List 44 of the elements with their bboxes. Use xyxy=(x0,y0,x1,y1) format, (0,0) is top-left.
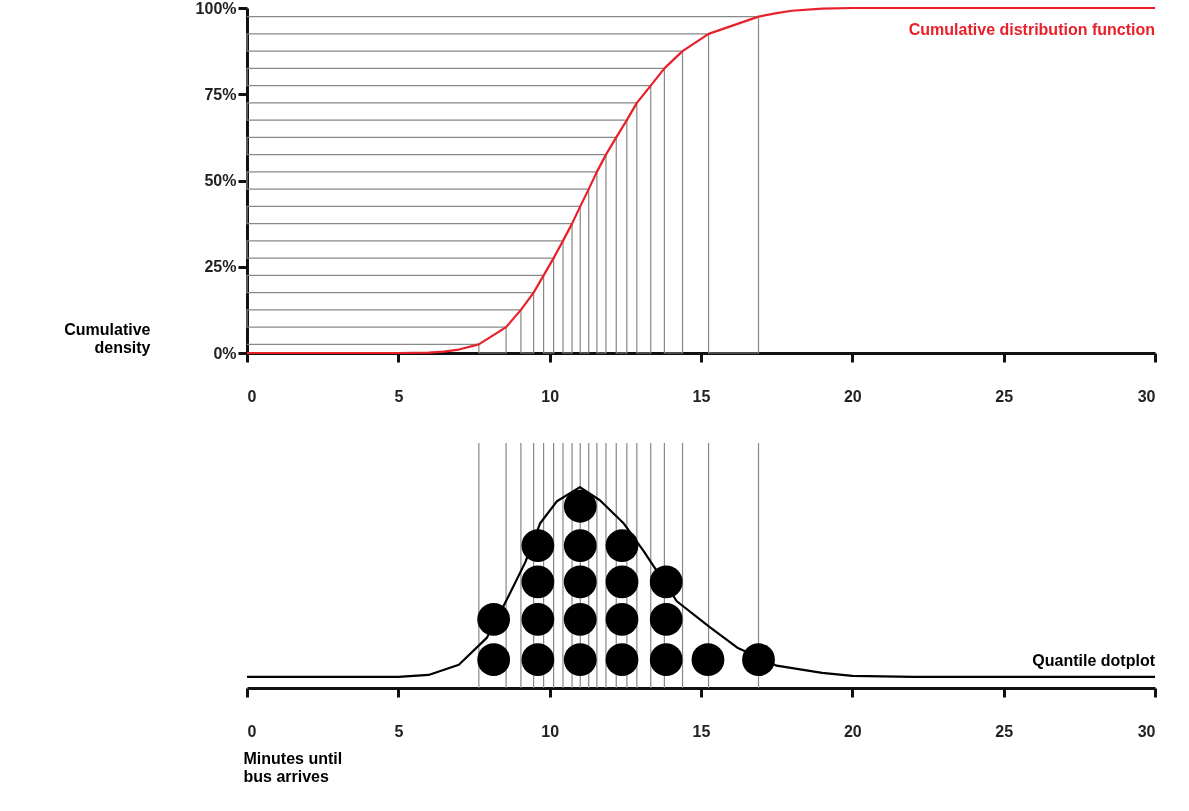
point xyxy=(691,643,725,677)
line-series xyxy=(246,16,760,354)
point xyxy=(649,643,683,677)
point xyxy=(521,529,555,562)
x-tick-label: 30 xyxy=(1137,722,1156,740)
point xyxy=(563,643,597,677)
point xyxy=(605,643,639,677)
y-tick-label: 50% xyxy=(204,172,237,189)
point xyxy=(563,489,597,523)
y-tick-label: 25% xyxy=(204,258,237,276)
x-tick-label: 5 xyxy=(394,722,404,740)
point xyxy=(605,529,639,562)
point xyxy=(521,602,555,636)
x-tick-label: 20 xyxy=(843,722,862,740)
point xyxy=(563,565,597,599)
point xyxy=(563,529,597,562)
y-tick-label: 100% xyxy=(195,0,237,17)
x-tick-label: 25 xyxy=(995,387,1014,405)
x-tick-label: 0 xyxy=(247,722,257,740)
x-tick-label: 20 xyxy=(843,387,862,405)
series-label: Cumulative distribution function xyxy=(908,21,1155,38)
y-tick-label: 0% xyxy=(213,344,237,362)
point xyxy=(742,643,775,677)
point xyxy=(649,602,683,636)
x-tick-label: 10 xyxy=(541,387,560,405)
point xyxy=(521,565,555,599)
x-tick-label: 5 xyxy=(394,387,404,405)
x-axis-title: Minutes until bus arrives xyxy=(243,749,343,785)
point xyxy=(605,602,639,636)
x-tick-label: 0 xyxy=(247,387,257,405)
x-tick-label: 10 xyxy=(541,722,560,740)
point xyxy=(649,565,683,599)
x-tick-label: 15 xyxy=(692,722,711,740)
x-tick-label: 25 xyxy=(995,722,1014,740)
x-tick-label: 30 xyxy=(1137,387,1156,405)
series-label: Quantile dotplot xyxy=(1032,651,1156,669)
y-tick-label: 75% xyxy=(204,85,237,103)
point xyxy=(605,565,639,599)
y-axis-title: Cumulative density xyxy=(64,320,151,356)
point xyxy=(521,643,555,677)
point xyxy=(563,602,597,636)
point xyxy=(477,643,511,677)
x-tick-label: 15 xyxy=(692,387,711,405)
point xyxy=(477,602,511,636)
